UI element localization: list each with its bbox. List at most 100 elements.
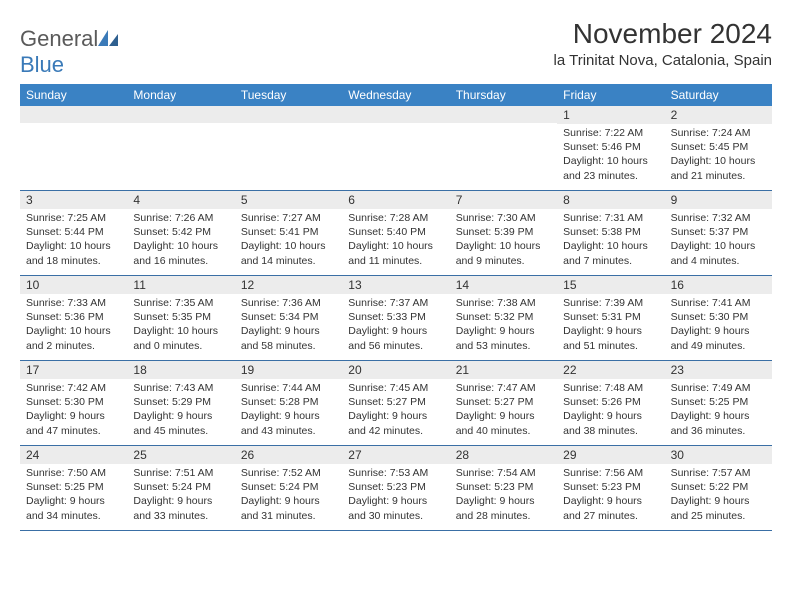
sunset-text: Sunset: 5:38 PM xyxy=(563,225,658,239)
day-details: Sunrise: 7:33 AMSunset: 5:36 PMDaylight:… xyxy=(20,294,127,357)
sail-icon xyxy=(98,26,118,52)
sunrise-text: Sunrise: 7:52 AM xyxy=(241,466,336,480)
day-details: Sunrise: 7:47 AMSunset: 5:27 PMDaylight:… xyxy=(450,379,557,442)
sunset-text: Sunset: 5:27 PM xyxy=(456,395,551,409)
day-number: 10 xyxy=(20,276,127,294)
daylight-text: Daylight: 9 hours and 36 minutes. xyxy=(671,409,766,437)
day-number: 25 xyxy=(127,446,234,464)
sunset-text: Sunset: 5:36 PM xyxy=(26,310,121,324)
daylight-text: Daylight: 9 hours and 38 minutes. xyxy=(563,409,658,437)
daylight-text: Daylight: 10 hours and 0 minutes. xyxy=(133,324,228,352)
daylight-text: Daylight: 10 hours and 16 minutes. xyxy=(133,239,228,267)
sunrise-text: Sunrise: 7:44 AM xyxy=(241,381,336,395)
day-cell xyxy=(235,106,342,190)
sunrise-text: Sunrise: 7:38 AM xyxy=(456,296,551,310)
day-details: Sunrise: 7:27 AMSunset: 5:41 PMDaylight:… xyxy=(235,209,342,272)
day-number: 4 xyxy=(127,191,234,209)
day-number xyxy=(342,106,449,123)
day-cell xyxy=(450,106,557,190)
brand-name: GeneralBlue xyxy=(20,26,118,78)
day-details: Sunrise: 7:38 AMSunset: 5:32 PMDaylight:… xyxy=(450,294,557,357)
day-details: Sunrise: 7:49 AMSunset: 5:25 PMDaylight:… xyxy=(665,379,772,442)
day-details: Sunrise: 7:42 AMSunset: 5:30 PMDaylight:… xyxy=(20,379,127,442)
day-number xyxy=(450,106,557,123)
sunrise-text: Sunrise: 7:28 AM xyxy=(348,211,443,225)
day-details: Sunrise: 7:28 AMSunset: 5:40 PMDaylight:… xyxy=(342,209,449,272)
day-details: Sunrise: 7:26 AMSunset: 5:42 PMDaylight:… xyxy=(127,209,234,272)
day-details: Sunrise: 7:24 AMSunset: 5:45 PMDaylight:… xyxy=(665,124,772,187)
sunset-text: Sunset: 5:34 PM xyxy=(241,310,336,324)
weekday-mon: Monday xyxy=(127,84,234,106)
day-number: 14 xyxy=(450,276,557,294)
day-number: 15 xyxy=(557,276,664,294)
sunrise-text: Sunrise: 7:51 AM xyxy=(133,466,228,480)
daylight-text: Daylight: 10 hours and 2 minutes. xyxy=(26,324,121,352)
day-number: 9 xyxy=(665,191,772,209)
day-number: 1 xyxy=(557,106,664,124)
day-number xyxy=(127,106,234,123)
brand-blue: Blue xyxy=(20,52,64,77)
sunrise-text: Sunrise: 7:27 AM xyxy=(241,211,336,225)
daylight-text: Daylight: 10 hours and 9 minutes. xyxy=(456,239,551,267)
month-title: November 2024 xyxy=(554,18,772,50)
sunrise-text: Sunrise: 7:22 AM xyxy=(563,126,658,140)
sunset-text: Sunset: 5:45 PM xyxy=(671,140,766,154)
sunrise-text: Sunrise: 7:56 AM xyxy=(563,466,658,480)
day-number xyxy=(235,106,342,123)
daylight-text: Daylight: 9 hours and 45 minutes. xyxy=(133,409,228,437)
sunset-text: Sunset: 5:25 PM xyxy=(26,480,121,494)
sunset-text: Sunset: 5:23 PM xyxy=(348,480,443,494)
day-number: 12 xyxy=(235,276,342,294)
daylight-text: Daylight: 9 hours and 27 minutes. xyxy=(563,494,658,522)
weekday-tue: Tuesday xyxy=(235,84,342,106)
sunrise-text: Sunrise: 7:33 AM xyxy=(26,296,121,310)
day-details: Sunrise: 7:45 AMSunset: 5:27 PMDaylight:… xyxy=(342,379,449,442)
brand-logo: GeneralBlue xyxy=(20,18,118,78)
sunrise-text: Sunrise: 7:35 AM xyxy=(133,296,228,310)
day-number: 19 xyxy=(235,361,342,379)
day-number: 24 xyxy=(20,446,127,464)
day-number: 20 xyxy=(342,361,449,379)
day-details: Sunrise: 7:50 AMSunset: 5:25 PMDaylight:… xyxy=(20,464,127,527)
week-row: 1Sunrise: 7:22 AMSunset: 5:46 PMDaylight… xyxy=(20,106,772,191)
day-cell: 1Sunrise: 7:22 AMSunset: 5:46 PMDaylight… xyxy=(557,106,664,190)
day-cell: 20Sunrise: 7:45 AMSunset: 5:27 PMDayligh… xyxy=(342,361,449,445)
weekday-header-row: Sunday Monday Tuesday Wednesday Thursday… xyxy=(20,84,772,106)
day-cell: 10Sunrise: 7:33 AMSunset: 5:36 PMDayligh… xyxy=(20,276,127,360)
day-number: 28 xyxy=(450,446,557,464)
weekday-thu: Thursday xyxy=(450,84,557,106)
daylight-text: Daylight: 9 hours and 51 minutes. xyxy=(563,324,658,352)
day-cell: 28Sunrise: 7:54 AMSunset: 5:23 PMDayligh… xyxy=(450,446,557,530)
sunset-text: Sunset: 5:44 PM xyxy=(26,225,121,239)
week-row: 3Sunrise: 7:25 AMSunset: 5:44 PMDaylight… xyxy=(20,191,772,276)
sunset-text: Sunset: 5:32 PM xyxy=(456,310,551,324)
sunrise-text: Sunrise: 7:54 AM xyxy=(456,466,551,480)
day-details: Sunrise: 7:37 AMSunset: 5:33 PMDaylight:… xyxy=(342,294,449,357)
day-cell xyxy=(20,106,127,190)
week-row: 10Sunrise: 7:33 AMSunset: 5:36 PMDayligh… xyxy=(20,276,772,361)
day-number: 21 xyxy=(450,361,557,379)
day-details: Sunrise: 7:39 AMSunset: 5:31 PMDaylight:… xyxy=(557,294,664,357)
day-details: Sunrise: 7:22 AMSunset: 5:46 PMDaylight:… xyxy=(557,124,664,187)
calendar-grid: Sunday Monday Tuesday Wednesday Thursday… xyxy=(20,84,772,531)
day-cell: 23Sunrise: 7:49 AMSunset: 5:25 PMDayligh… xyxy=(665,361,772,445)
day-number: 23 xyxy=(665,361,772,379)
sunrise-text: Sunrise: 7:53 AM xyxy=(348,466,443,480)
sunset-text: Sunset: 5:27 PM xyxy=(348,395,443,409)
weekday-sun: Sunday xyxy=(20,84,127,106)
day-details: Sunrise: 7:53 AMSunset: 5:23 PMDaylight:… xyxy=(342,464,449,527)
day-details: Sunrise: 7:44 AMSunset: 5:28 PMDaylight:… xyxy=(235,379,342,442)
day-cell: 25Sunrise: 7:51 AMSunset: 5:24 PMDayligh… xyxy=(127,446,234,530)
day-cell: 14Sunrise: 7:38 AMSunset: 5:32 PMDayligh… xyxy=(450,276,557,360)
daylight-text: Daylight: 10 hours and 18 minutes. xyxy=(26,239,121,267)
day-cell: 11Sunrise: 7:35 AMSunset: 5:35 PMDayligh… xyxy=(127,276,234,360)
sunrise-text: Sunrise: 7:30 AM xyxy=(456,211,551,225)
day-number xyxy=(20,106,127,123)
daylight-text: Daylight: 10 hours and 4 minutes. xyxy=(671,239,766,267)
day-cell: 29Sunrise: 7:56 AMSunset: 5:23 PMDayligh… xyxy=(557,446,664,530)
day-cell: 12Sunrise: 7:36 AMSunset: 5:34 PMDayligh… xyxy=(235,276,342,360)
daylight-text: Daylight: 9 hours and 34 minutes. xyxy=(26,494,121,522)
sunset-text: Sunset: 5:30 PM xyxy=(671,310,766,324)
day-details: Sunrise: 7:41 AMSunset: 5:30 PMDaylight:… xyxy=(665,294,772,357)
day-number: 30 xyxy=(665,446,772,464)
